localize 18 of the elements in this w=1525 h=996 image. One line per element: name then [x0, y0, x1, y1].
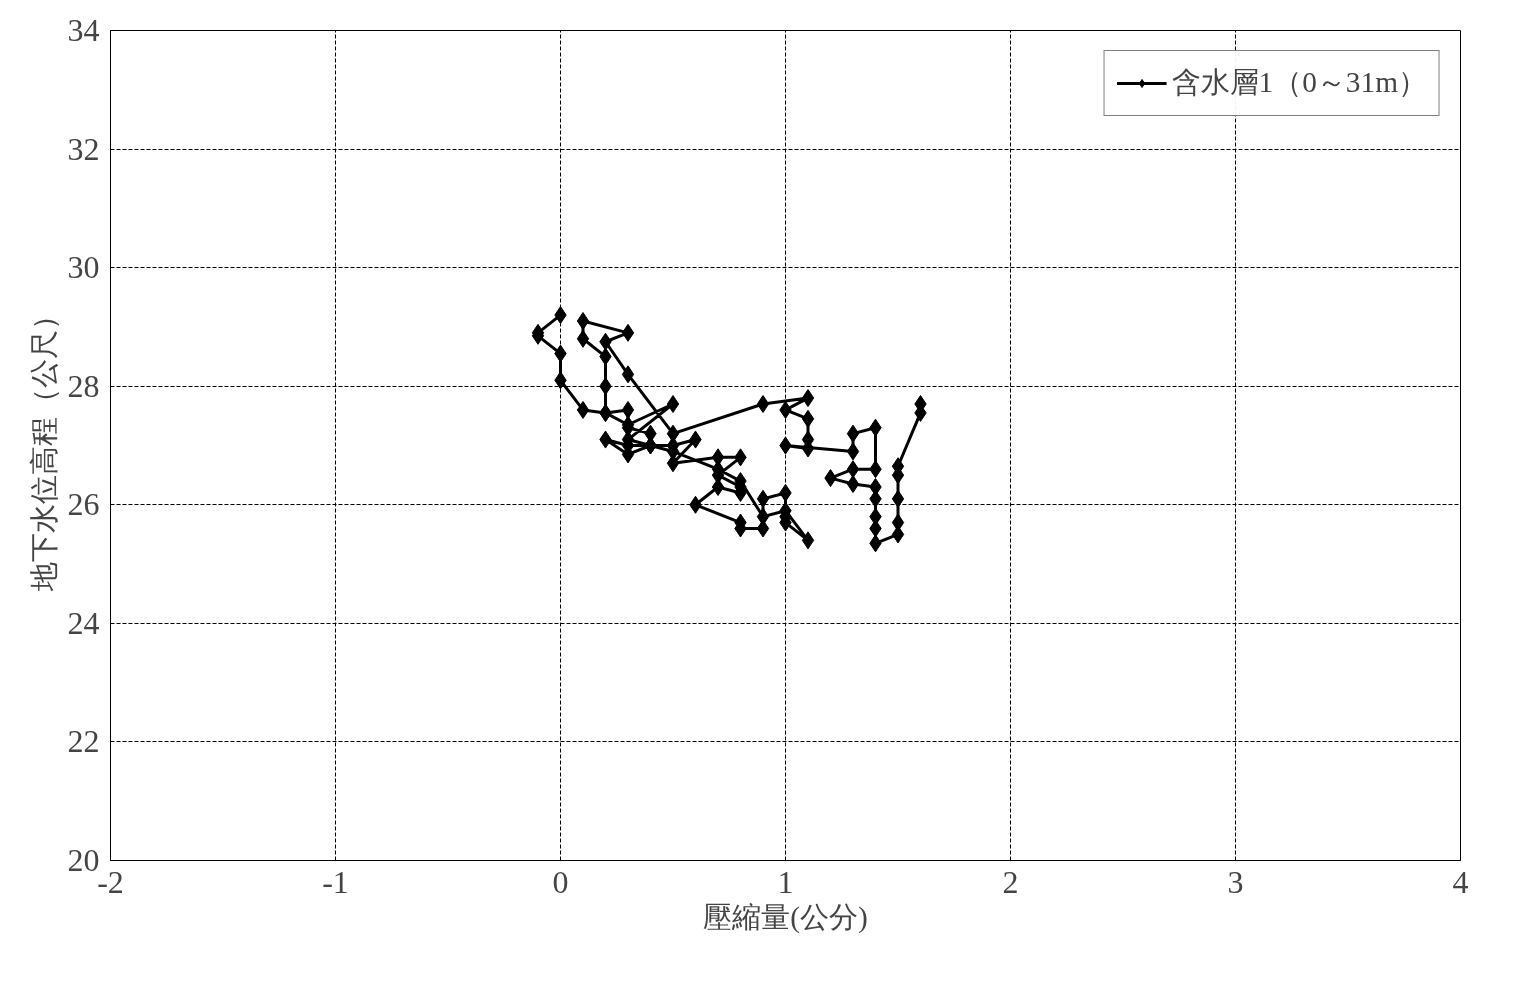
x-axis-title: 壓縮量(公分) — [703, 900, 868, 934]
y-tick-label: 22 — [67, 723, 100, 760]
legend-label: 含水層1（0～31m） — [1171, 65, 1427, 100]
y-tick-label: 30 — [67, 249, 100, 286]
y-tick-label: 28 — [67, 367, 100, 404]
x-tick-label: 4 — [1452, 863, 1469, 900]
x-tick-label: 3 — [1227, 863, 1244, 900]
x-tick-label: 1 — [777, 863, 794, 900]
y-tick-label: 34 — [67, 12, 100, 48]
y-tick-label: 20 — [67, 842, 100, 878]
x-tick-label: 2 — [1002, 863, 1019, 900]
x-tick-label: -1 — [322, 863, 349, 900]
y-axis-title: 地下水位高程（公尺） — [27, 300, 60, 592]
y-tick-label: 24 — [67, 604, 100, 641]
x-tick-label: -2 — [97, 863, 124, 900]
y-tick-label: 26 — [67, 486, 100, 523]
y-tick-label: 32 — [67, 130, 100, 167]
x-tick-label: 0 — [552, 863, 569, 900]
